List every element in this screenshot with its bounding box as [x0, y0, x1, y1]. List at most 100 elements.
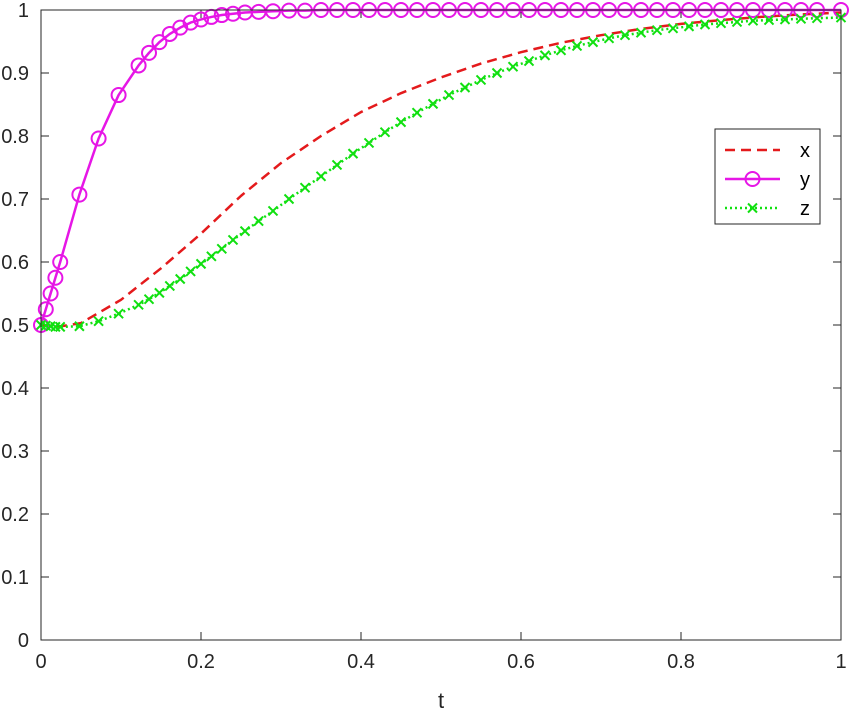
legend-marker-z — [747, 202, 758, 214]
series-z-point — [523, 55, 535, 67]
series-z-point — [143, 293, 155, 305]
series-z-point — [315, 171, 327, 182]
series-z-point — [459, 82, 471, 93]
series-z-point — [283, 193, 295, 205]
series-z-point — [411, 107, 423, 118]
series-x-line — [40, 11, 842, 328]
series-y-point — [297, 2, 313, 19]
y-tick-label: 0.2 — [1, 504, 29, 526]
y-tick-label: 1 — [18, 0, 29, 22]
legend-marker-y — [744, 171, 761, 187]
series-z-point — [93, 316, 104, 327]
series-z-point — [747, 15, 759, 26]
x-tick-label: 1 — [835, 651, 846, 673]
series-y-point — [42, 285, 59, 302]
series-y-point — [110, 87, 127, 104]
series-z-point — [811, 12, 823, 24]
series-y-point — [130, 57, 147, 74]
series-y-point — [225, 5, 241, 22]
series-z-point — [379, 127, 391, 138]
x-tick-label: 0 — [35, 651, 46, 673]
series-y-point — [141, 44, 157, 61]
plot-background — [41, 10, 841, 640]
series-z-point — [427, 98, 439, 110]
series-z-point — [683, 21, 695, 32]
series-z-point — [74, 321, 85, 332]
series-z-point — [331, 159, 343, 171]
legend-box — [714, 128, 821, 225]
series-z-point — [174, 273, 186, 285]
series-y-point — [193, 11, 209, 28]
series-z-point — [216, 243, 228, 254]
series-y-point — [281, 2, 297, 19]
series-z-point — [507, 61, 519, 72]
series-z-point — [185, 266, 196, 277]
y-tick-label: 0.3 — [1, 441, 29, 463]
y-tick-label: 0.7 — [1, 189, 29, 211]
series-z-point — [635, 27, 647, 38]
series-z-point — [443, 89, 455, 101]
series-z-point — [206, 251, 217, 262]
y-tick-label: 0.6 — [1, 252, 29, 274]
series-y-point — [90, 130, 107, 147]
series-z-point — [731, 16, 743, 28]
series-z-point — [267, 205, 279, 217]
series-z-point — [195, 258, 207, 270]
series-y-point — [182, 14, 199, 31]
series-z-point — [133, 299, 144, 311]
series-z-point — [253, 215, 264, 227]
y-tick-label: 0.4 — [1, 378, 29, 400]
y-tick-label: 0.1 — [1, 567, 29, 589]
series-z-point — [699, 19, 711, 30]
series-x — [40, 11, 842, 328]
x-tick-label: 0.4 — [347, 651, 375, 673]
series-z-point — [539, 50, 551, 61]
series-z-point — [779, 14, 791, 25]
series-z-point — [651, 24, 663, 36]
series-y-point — [265, 3, 281, 20]
series-z-point — [795, 13, 807, 25]
series-z-point — [715, 18, 727, 29]
legend-label-x: x — [800, 140, 810, 162]
series-z-point — [227, 234, 239, 246]
legend: xyz — [714, 128, 821, 225]
y-tick-label: 0.9 — [1, 63, 29, 85]
legend-item-z: z — [725, 198, 810, 220]
series-z-point — [763, 14, 775, 26]
y-tick-label: 0.5 — [1, 315, 29, 337]
x-tick-label: 0.2 — [187, 651, 215, 673]
series-z-point — [603, 33, 615, 44]
series-z-point — [363, 137, 375, 149]
series-z-point — [571, 40, 583, 52]
series-y-point — [47, 269, 64, 286]
legend-label-z: z — [800, 198, 810, 220]
series-z-point — [164, 280, 176, 292]
series-z-point — [154, 287, 165, 299]
series-z-point — [475, 74, 487, 86]
legend-label-y: y — [800, 169, 810, 191]
series-y-point — [37, 301, 54, 318]
x-tick-label: 0.6 — [507, 651, 535, 673]
series-z-point — [239, 225, 251, 237]
series-y-point — [52, 254, 69, 270]
series-z-point — [555, 45, 567, 56]
y-tick-label: 0.8 — [1, 126, 29, 148]
x-axis-title: t — [438, 688, 444, 712]
legend-item-y: y — [725, 169, 810, 191]
y-tick-label: 0 — [18, 630, 29, 652]
plot-frame — [40, 9, 842, 641]
series-y-point — [71, 186, 88, 203]
series-y-point — [213, 7, 230, 24]
x-tick-label: 0.8 — [667, 651, 695, 673]
series-z-point — [619, 29, 631, 41]
legend-item-x: x — [725, 140, 810, 162]
axes: 0 0.2 0.4 0.6 0.8 1 0 0.1 0.2 0.3 0.4 0.5 0.6 0.7 0.8 0… — [1, 0, 846, 673]
series-z-point — [299, 182, 311, 193]
series-z-point — [395, 116, 407, 128]
series-z-point — [667, 23, 679, 34]
series-z-point — [491, 67, 503, 79]
series-z-point — [113, 308, 124, 319]
series-y-point — [151, 34, 168, 51]
